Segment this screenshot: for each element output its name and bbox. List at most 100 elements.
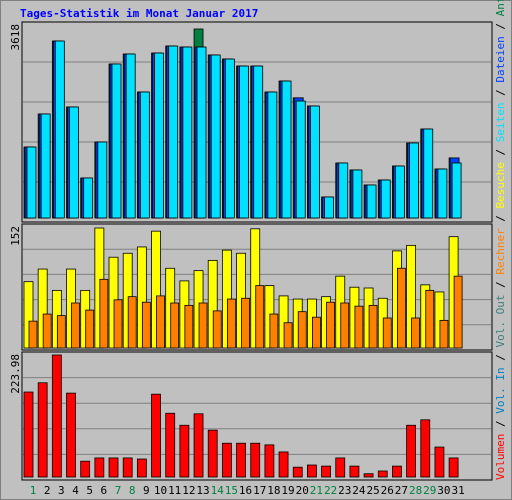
bar bbox=[170, 302, 180, 349]
bar bbox=[309, 105, 320, 219]
x-tick-label: 28 bbox=[409, 484, 422, 497]
bar bbox=[338, 162, 349, 219]
bar bbox=[54, 40, 65, 219]
bar bbox=[283, 322, 293, 349]
x-tick-label: 5 bbox=[86, 484, 93, 497]
bar bbox=[420, 419, 431, 478]
bar bbox=[377, 470, 388, 478]
bar bbox=[80, 460, 91, 478]
x-tick-label: 29 bbox=[423, 484, 436, 497]
bar bbox=[125, 53, 136, 219]
bar bbox=[221, 442, 232, 478]
bar bbox=[395, 165, 405, 219]
bar bbox=[99, 278, 109, 349]
bar bbox=[253, 65, 264, 219]
legend-entry: Dateien bbox=[494, 36, 507, 82]
x-tick-label: 4 bbox=[72, 484, 79, 497]
bar bbox=[182, 46, 193, 219]
legend-entry: Rechner bbox=[494, 228, 507, 275]
y-tick-label: 152 bbox=[9, 226, 22, 246]
bar bbox=[154, 52, 164, 219]
x-tick-label: 19 bbox=[281, 484, 294, 497]
bar bbox=[69, 106, 79, 219]
bar bbox=[439, 319, 449, 349]
legend-entry: Vol. Out bbox=[494, 295, 507, 348]
bar bbox=[453, 275, 463, 349]
bar bbox=[368, 304, 378, 349]
x-tick-label: 15 bbox=[225, 484, 238, 497]
bar bbox=[278, 451, 289, 478]
bar bbox=[326, 301, 335, 349]
bar bbox=[352, 169, 363, 219]
bar bbox=[236, 442, 246, 478]
bar bbox=[151, 393, 161, 478]
bar bbox=[267, 91, 278, 219]
x-tick-label: 23 bbox=[338, 484, 351, 497]
bar bbox=[26, 146, 37, 219]
x-tick-label: 27 bbox=[395, 484, 408, 497]
bar bbox=[94, 457, 105, 478]
bar bbox=[141, 301, 151, 349]
bar bbox=[250, 442, 261, 478]
x-tick-label: 3 bbox=[58, 484, 65, 497]
legend-entry: Vol. In bbox=[494, 367, 507, 413]
legend-separator: / bbox=[494, 275, 507, 295]
bar bbox=[311, 316, 321, 349]
bar bbox=[37, 382, 48, 478]
x-tick-label: 17 bbox=[253, 484, 266, 497]
bar bbox=[397, 267, 406, 349]
bar bbox=[335, 457, 346, 478]
bar bbox=[207, 429, 218, 478]
bar bbox=[136, 458, 147, 478]
bar bbox=[292, 466, 303, 478]
x-tick-label: 18 bbox=[267, 484, 280, 497]
bar bbox=[23, 281, 34, 349]
bar bbox=[97, 141, 108, 219]
y-tick-label: 223.98 bbox=[9, 354, 22, 394]
bar bbox=[207, 259, 218, 349]
legend-separator: / bbox=[494, 414, 507, 434]
x-tick-label: 31 bbox=[451, 484, 464, 497]
bar bbox=[382, 317, 392, 349]
bar bbox=[340, 302, 350, 349]
bar bbox=[184, 304, 194, 349]
chart-title: Tages-Statistik im Monat Januar 2017 bbox=[20, 7, 258, 20]
legend-separator: / bbox=[494, 83, 507, 103]
bar bbox=[37, 268, 48, 349]
bar bbox=[255, 285, 265, 349]
legend: Volumen / Vol. In / Vol. Out / Rechner /… bbox=[494, 0, 507, 480]
bar bbox=[321, 465, 331, 478]
x-tick-label: 10 bbox=[154, 484, 167, 497]
bar bbox=[196, 46, 207, 219]
bar bbox=[448, 457, 459, 478]
bar bbox=[85, 309, 95, 349]
x-tick-label: 8 bbox=[129, 484, 136, 497]
bar bbox=[40, 113, 51, 219]
bar bbox=[425, 289, 435, 349]
x-tick-label: 22 bbox=[324, 484, 337, 497]
bar bbox=[281, 80, 292, 219]
bar bbox=[423, 128, 434, 219]
x-tick-label: 26 bbox=[381, 484, 394, 497]
x-tick-label: 16 bbox=[239, 484, 252, 497]
bar bbox=[295, 100, 306, 219]
bar bbox=[409, 142, 419, 219]
bar bbox=[241, 297, 250, 349]
legend-separator: / bbox=[494, 208, 507, 228]
bar bbox=[306, 464, 317, 478]
x-tick-label: 1 bbox=[30, 484, 37, 497]
bar bbox=[51, 354, 62, 478]
legend-entry: Anfragen bbox=[494, 0, 507, 16]
x-tick-label: 13 bbox=[196, 484, 209, 497]
x-tick-label: 7 bbox=[115, 484, 122, 497]
bar bbox=[269, 313, 279, 349]
bar bbox=[297, 311, 307, 349]
bar bbox=[28, 320, 38, 349]
bar bbox=[212, 310, 222, 349]
bar bbox=[380, 179, 391, 219]
bar bbox=[127, 296, 137, 349]
y-tick-label: 3618 bbox=[9, 24, 22, 51]
bar bbox=[23, 391, 34, 478]
legend-separator: / bbox=[494, 348, 507, 368]
